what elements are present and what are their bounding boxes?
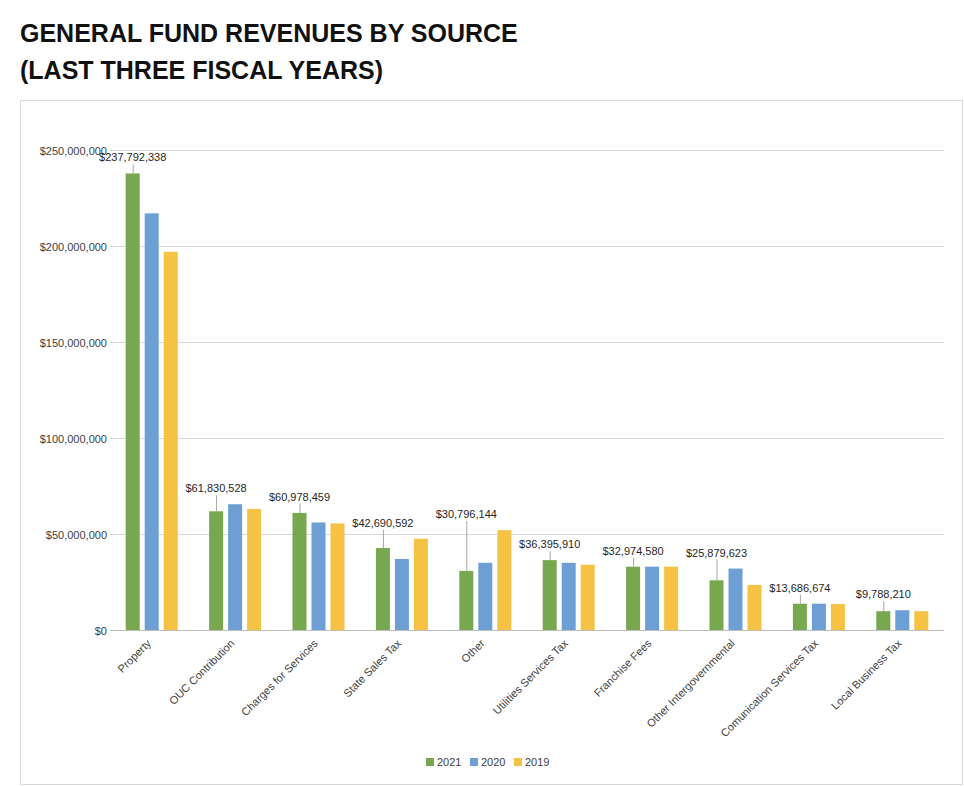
bar (793, 604, 807, 630)
data-labels: $237,792,338 $61,830,528 $60,978,459 $42,69… (99, 151, 911, 611)
x-tick-label: Other Intergovernmental (644, 637, 737, 730)
legend-swatch (426, 758, 434, 766)
data-label: $32,974,580 (603, 545, 664, 557)
chart-frame (21, 101, 963, 785)
bar (209, 511, 223, 630)
x-tick-label: State Sales Tax (341, 637, 404, 700)
bar (710, 580, 724, 630)
bar (145, 213, 159, 630)
bar (414, 539, 428, 630)
bar (164, 252, 178, 630)
bar (478, 563, 492, 630)
bar (626, 567, 640, 630)
x-axis (110, 630, 944, 631)
x-tick-label: Comunication Services Tax (718, 637, 821, 740)
bar (126, 173, 140, 630)
x-tick-label: Utilities Services Tax (490, 637, 570, 717)
y-tick-label: $250,000,000 (40, 145, 107, 157)
grid-line (110, 150, 944, 151)
bar (293, 513, 307, 630)
y-tick-label: $100,000,000 (40, 433, 107, 445)
grid-line (110, 438, 944, 439)
x-tick-label: Charges for Services (239, 637, 320, 718)
bar (543, 560, 557, 630)
x-tick-label: Property (115, 637, 153, 675)
bars (126, 173, 929, 630)
subtitle: (LAST THREE FISCAL YEARS) (20, 56, 383, 84)
bar (664, 567, 678, 630)
bar (831, 604, 845, 630)
leader-line (466, 521, 467, 571)
chart: GENERAL FUND REVENUES BY SOURCE (LAST THR… (0, 0, 964, 786)
x-tick-label: Local Business Tax (829, 637, 904, 712)
leader-line (550, 551, 551, 560)
legend-swatch (514, 758, 522, 766)
y-tick-label: $200,000,000 (40, 241, 107, 253)
y-tick-label: $50,000,000 (46, 529, 107, 541)
bar (729, 569, 743, 630)
bar (497, 530, 511, 630)
bar (812, 604, 826, 630)
bar (895, 610, 909, 630)
bar (459, 571, 473, 630)
grid-line (110, 246, 944, 247)
bar (645, 567, 659, 630)
leader-line (800, 595, 801, 604)
bar (914, 611, 928, 630)
leader-line (216, 495, 217, 511)
bar (748, 585, 762, 630)
data-label: $9,788,210 (856, 588, 911, 600)
y-tick-label: $0 (95, 625, 107, 637)
bar (312, 522, 326, 630)
x-tick-label: Franchise Fees (591, 637, 653, 699)
bar (876, 611, 890, 630)
legend-swatch (470, 758, 478, 766)
leader-line (300, 504, 301, 513)
title: GENERAL FUND REVENUES BY SOURCE (20, 19, 518, 47)
leader-line (383, 530, 384, 548)
bar (228, 504, 242, 630)
leader-line (133, 164, 134, 173)
grid-line (110, 342, 944, 343)
bar (376, 548, 390, 630)
data-label: $36,395,910 (519, 538, 580, 550)
leader-line (717, 560, 718, 581)
y-tick-label: $150,000,000 (40, 337, 107, 349)
leader-line (633, 558, 634, 567)
x-tick-label: OUC Contribution (167, 637, 237, 707)
data-label: $60,978,459 (269, 491, 330, 503)
grid-line (110, 630, 944, 631)
data-label: $30,796,144 (436, 508, 497, 520)
legend-label: 2019 (525, 756, 549, 768)
data-label: $13,686,674 (769, 582, 830, 594)
data-label: $42,690,592 (352, 517, 413, 529)
data-label: $61,830,528 (186, 482, 247, 494)
legend-label: 2020 (481, 756, 505, 768)
data-label: $237,792,338 (99, 151, 166, 163)
bar (331, 523, 345, 630)
bar (395, 559, 409, 630)
x-tick-label: Other (459, 637, 487, 665)
bar (581, 565, 595, 630)
bar (562, 563, 576, 630)
data-label: $25,879,623 (686, 547, 747, 559)
grid (110, 151, 944, 631)
legend: 2021 2020 2019 (426, 756, 549, 768)
leader-line (883, 601, 884, 611)
bar (247, 509, 261, 630)
legend-label: 2021 (437, 756, 461, 768)
